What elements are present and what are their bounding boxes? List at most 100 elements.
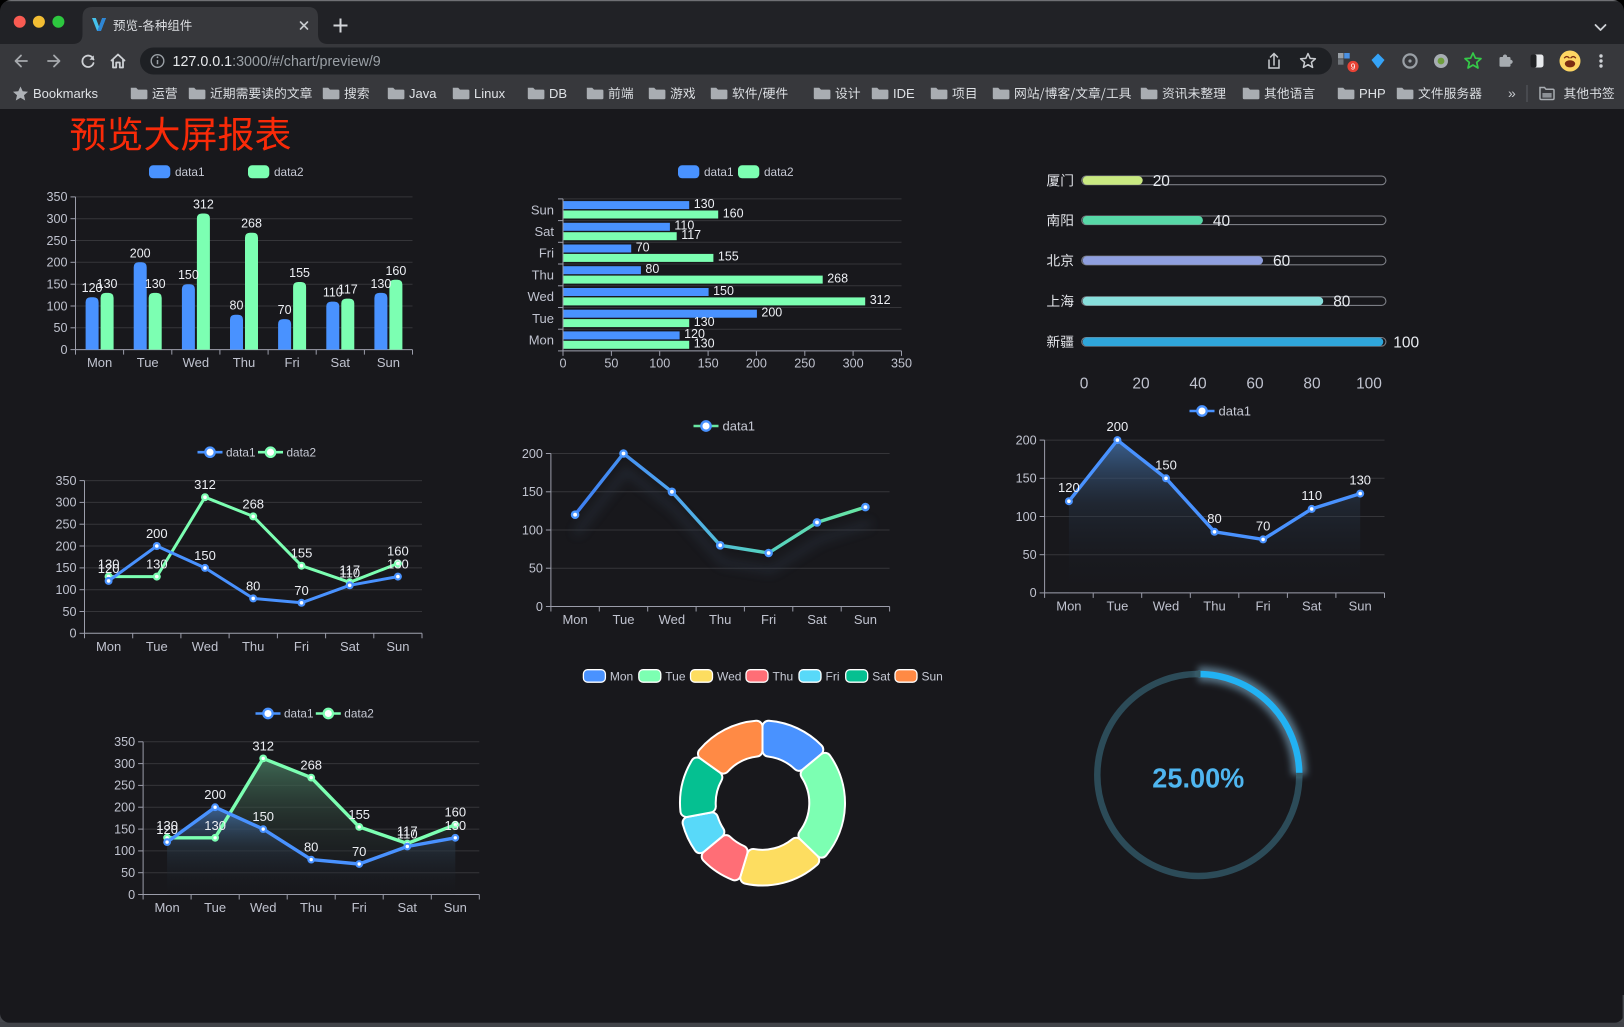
svg-text:80: 80	[304, 840, 318, 855]
svg-text:130: 130	[145, 277, 166, 291]
svg-text:120: 120	[156, 822, 178, 837]
svg-text:60: 60	[1246, 376, 1264, 393]
svg-text:DB: DB	[549, 86, 567, 101]
svg-text:100: 100	[55, 583, 76, 597]
svg-text:50: 50	[53, 321, 67, 335]
svg-text:Fri: Fri	[294, 639, 309, 654]
svg-text:117: 117	[681, 228, 701, 242]
svg-text:data1: data1	[1219, 404, 1252, 419]
svg-text:Linux: Linux	[474, 86, 506, 101]
svg-text:50: 50	[604, 356, 618, 370]
svg-text:Tue: Tue	[146, 639, 168, 654]
svg-text:Sat: Sat	[807, 612, 827, 627]
svg-text:60: 60	[1273, 253, 1291, 270]
svg-text:150: 150	[1016, 472, 1037, 486]
svg-text:250: 250	[114, 779, 135, 793]
svg-text:200: 200	[522, 447, 543, 461]
svg-text:268: 268	[300, 758, 322, 773]
svg-text:100: 100	[649, 356, 670, 370]
svg-text:40: 40	[1213, 213, 1231, 230]
svg-text:Tue: Tue	[1106, 598, 1128, 613]
svg-text:155: 155	[289, 266, 310, 280]
svg-text:80: 80	[1333, 294, 1351, 311]
svg-text:110: 110	[397, 827, 418, 842]
svg-text:Sun: Sun	[444, 900, 467, 915]
svg-text:160: 160	[723, 206, 744, 220]
svg-text:Sun: Sun	[854, 612, 877, 627]
svg-text:150: 150	[114, 822, 135, 836]
svg-text:200: 200	[746, 356, 767, 370]
svg-text:data1: data1	[226, 445, 256, 459]
svg-text:127.0.0.1:3000/#/chart/preview: 127.0.0.1:3000/#/chart/preview/9	[173, 54, 381, 70]
svg-text:Fri: Fri	[539, 246, 554, 261]
svg-text:Mon: Mon	[562, 612, 587, 627]
svg-text:200: 200	[1107, 419, 1129, 434]
svg-text:80: 80	[1303, 376, 1321, 393]
svg-text:Sat: Sat	[872, 670, 891, 684]
svg-text:110: 110	[323, 286, 343, 300]
svg-text:50: 50	[1023, 548, 1037, 562]
svg-text:Mon: Mon	[610, 670, 633, 684]
svg-text:70: 70	[636, 240, 650, 254]
svg-text:100: 100	[1016, 510, 1037, 524]
svg-text:150: 150	[252, 809, 274, 824]
svg-text:200: 200	[146, 526, 168, 541]
svg-text:110: 110	[339, 565, 360, 580]
svg-text:200: 200	[1016, 433, 1037, 447]
svg-text:data1: data1	[723, 419, 756, 434]
svg-text:150: 150	[55, 561, 76, 575]
svg-text:Thu: Thu	[773, 670, 794, 684]
svg-text:120: 120	[684, 327, 705, 341]
svg-text:0: 0	[536, 600, 543, 614]
svg-text:130: 130	[1349, 473, 1371, 488]
svg-text:130: 130	[98, 557, 120, 572]
svg-text:Mon: Mon	[529, 333, 554, 348]
svg-text:150: 150	[46, 278, 67, 292]
svg-text:Wed: Wed	[192, 639, 219, 654]
svg-text:130: 130	[97, 277, 118, 291]
svg-text:Thu: Thu	[300, 900, 322, 915]
svg-text:200: 200	[130, 246, 151, 260]
svg-text:Wed: Wed	[528, 289, 555, 304]
svg-text:Mon: Mon	[96, 639, 121, 654]
svg-text:250: 250	[55, 518, 76, 532]
svg-text:Fri: Fri	[352, 900, 367, 915]
svg-text:0: 0	[1030, 586, 1037, 600]
svg-text:350: 350	[55, 474, 76, 488]
svg-text:70: 70	[278, 303, 292, 317]
svg-text:117: 117	[397, 824, 418, 839]
svg-text:Tue: Tue	[204, 900, 226, 915]
svg-text:Mon: Mon	[1056, 598, 1081, 613]
svg-text:130: 130	[694, 315, 715, 329]
svg-text:130: 130	[156, 818, 178, 833]
svg-text:data2: data2	[764, 165, 794, 179]
svg-text:130: 130	[146, 557, 168, 572]
svg-text:Thu: Thu	[233, 355, 255, 370]
svg-text:200: 200	[55, 539, 76, 553]
svg-text:0: 0	[69, 627, 76, 641]
svg-text:100: 100	[46, 299, 67, 313]
svg-text:250: 250	[46, 234, 67, 248]
svg-text:160: 160	[385, 264, 406, 278]
svg-text:70: 70	[1256, 518, 1270, 533]
svg-text:268: 268	[827, 271, 848, 285]
svg-text:155: 155	[348, 807, 370, 822]
svg-text:Sat: Sat	[331, 355, 351, 370]
svg-text:300: 300	[114, 757, 135, 771]
svg-text:100: 100	[1393, 334, 1419, 351]
svg-text:PHP: PHP	[1359, 86, 1386, 101]
svg-text:Sat: Sat	[398, 900, 418, 915]
svg-text:Thu: Thu	[242, 639, 264, 654]
svg-text:data2: data2	[344, 707, 374, 721]
svg-text:Mon: Mon	[87, 355, 112, 370]
svg-text:312: 312	[870, 293, 891, 307]
svg-text:300: 300	[843, 356, 864, 370]
svg-text:Tue: Tue	[613, 612, 635, 627]
svg-text:9: 9	[1351, 62, 1356, 71]
svg-text:Wed: Wed	[250, 900, 277, 915]
svg-text:312: 312	[194, 477, 216, 492]
svg-text:Sat: Sat	[534, 224, 554, 239]
svg-text:120: 120	[82, 281, 103, 295]
svg-text:50: 50	[529, 562, 543, 576]
svg-text:130: 130	[694, 197, 715, 211]
